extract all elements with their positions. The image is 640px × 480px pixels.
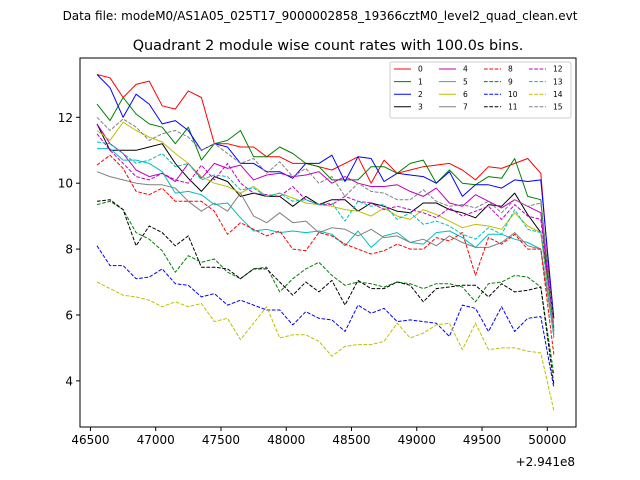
series-line-4 (96, 123, 555, 332)
x-tick-label: 46500 (71, 433, 109, 447)
series-line-15 (96, 116, 555, 325)
series-line-9 (96, 200, 555, 375)
series-line-12 (96, 133, 555, 329)
legend-label-14: 14 (553, 90, 563, 99)
x-axis: 46500 47000 47500 48000 48500 49000 49500 50000 (71, 427, 566, 447)
legend-label-10: 10 (508, 90, 518, 99)
series-layer (96, 74, 555, 411)
y-tick-label: 6 (65, 308, 73, 322)
legend-box (389, 61, 572, 119)
legend-label-5: 5 (463, 77, 468, 86)
x-tick-label: 49500 (463, 433, 501, 447)
series-line-8 (96, 154, 555, 355)
x-tick-label: 50000 (528, 433, 566, 447)
x-tick-label: 47000 (137, 433, 175, 447)
legend-label-8: 8 (508, 65, 513, 74)
plot-frame (79, 57, 577, 428)
y-tick-label: 8 (65, 243, 73, 257)
series-line-1 (96, 97, 555, 332)
x-tick-label: 48500 (332, 433, 370, 447)
series-line-3 (96, 123, 555, 319)
legend-label-12: 12 (553, 65, 563, 74)
legend-label-4: 4 (463, 65, 468, 74)
x-tick-label: 49000 (398, 433, 436, 447)
series-line-5 (97, 148, 555, 335)
legend-label-9: 9 (508, 77, 513, 86)
series-line-14 (96, 281, 555, 411)
series-line-6 (96, 121, 555, 332)
series-line-2 (96, 74, 555, 319)
x-tick-label: 47500 (202, 433, 240, 447)
legend-label-13: 13 (553, 77, 563, 86)
legend-label-6: 6 (463, 90, 468, 99)
series-line-7 (96, 171, 555, 335)
legend-label-7: 7 (463, 103, 468, 112)
y-tick-label: 12 (58, 111, 73, 125)
data-file-suptitle: Data file: modeM0/AS1A05_025T17_90000028… (63, 9, 578, 23)
x-axis-offset-label: +2.941e8 (516, 455, 575, 469)
legend-label-1: 1 (418, 77, 423, 86)
legend-label-11: 11 (508, 103, 518, 112)
legend-label-15: 15 (553, 103, 563, 112)
y-tick-label: 10 (58, 177, 73, 191)
legend-label-0: 0 (418, 65, 423, 74)
legend-label-3: 3 (418, 103, 423, 112)
plot-area (80, 58, 576, 427)
chart-title: Quadrant 2 module wise count rates with … (133, 38, 524, 54)
series-line-10 (96, 245, 555, 388)
legend-label-2: 2 (418, 90, 423, 99)
series-line-0 (96, 74, 555, 332)
y-axis: 4 6 8 10 12 (58, 111, 80, 388)
series-line-11 (96, 199, 555, 385)
y-tick-label: 4 (65, 374, 73, 388)
x-tick-label: 48000 (267, 433, 305, 447)
